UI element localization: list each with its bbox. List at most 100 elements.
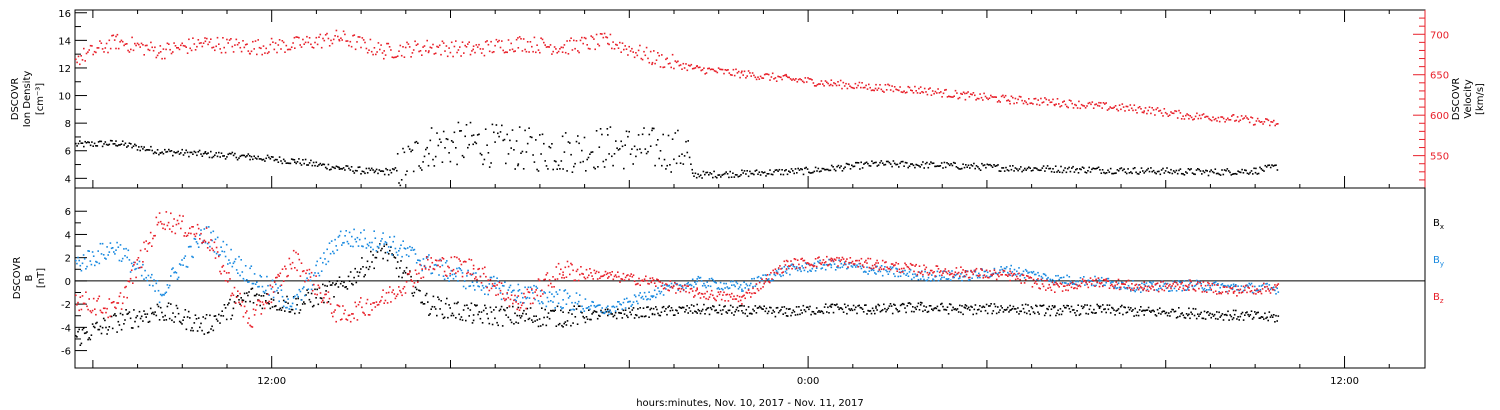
velocity-point xyxy=(916,92,919,94)
by-point xyxy=(595,305,598,307)
bx-point xyxy=(1246,311,1248,313)
bz-point xyxy=(1062,285,1065,287)
density-point xyxy=(190,151,193,154)
by-point xyxy=(884,266,886,268)
by-point xyxy=(694,281,696,283)
velocity-point xyxy=(1198,114,1201,117)
by-point xyxy=(849,262,852,264)
density-point xyxy=(712,176,714,179)
velocity-point xyxy=(922,91,925,94)
bottom-left-tick-label: -6 xyxy=(61,347,71,358)
density-point xyxy=(282,158,285,161)
by-point xyxy=(518,289,521,291)
by-point xyxy=(899,275,902,277)
bz-point xyxy=(463,260,466,263)
density-point xyxy=(398,182,400,184)
bx-point xyxy=(754,305,757,307)
density-point xyxy=(983,164,986,166)
bz-point xyxy=(332,315,334,318)
velocity-point xyxy=(1251,117,1254,119)
by-point xyxy=(1178,280,1180,282)
density-point xyxy=(1244,169,1246,171)
velocity-point xyxy=(1028,98,1030,100)
bz-point xyxy=(675,292,677,294)
bz-point xyxy=(874,263,876,266)
velocity-point xyxy=(908,86,911,89)
velocity-point xyxy=(1224,121,1226,123)
bz-point xyxy=(96,300,98,302)
density-point xyxy=(518,126,521,128)
bx-point xyxy=(1143,309,1145,312)
bx-point xyxy=(1122,313,1124,316)
density-point xyxy=(128,142,131,144)
by-point xyxy=(481,284,484,287)
velocity-point xyxy=(1095,103,1098,105)
bz-point xyxy=(560,268,562,271)
density-point xyxy=(459,130,461,132)
density-point xyxy=(1237,170,1239,172)
velocity-point xyxy=(112,34,115,37)
density-point xyxy=(1186,172,1188,174)
density-point xyxy=(849,168,852,170)
velocity-point xyxy=(1072,107,1075,109)
density-point xyxy=(521,150,524,153)
by-point xyxy=(678,284,681,287)
velocity-point xyxy=(1014,97,1017,100)
velocity-point xyxy=(900,91,903,93)
bz-point xyxy=(442,258,445,260)
bz-point xyxy=(471,273,474,276)
velocity-point xyxy=(115,35,117,38)
bx-point xyxy=(503,308,505,311)
by-point xyxy=(1203,287,1206,290)
bz-point xyxy=(986,276,989,279)
bz-point xyxy=(256,304,258,306)
density-point xyxy=(990,164,993,167)
bz-point xyxy=(836,256,838,259)
bz-point xyxy=(203,239,206,242)
velocity-point xyxy=(1010,95,1013,98)
velocity-point xyxy=(136,42,139,45)
bz-point xyxy=(225,272,228,274)
velocity-point xyxy=(1221,116,1224,118)
velocity-point xyxy=(965,92,968,95)
bx-point xyxy=(1217,318,1219,320)
bx-point xyxy=(785,315,788,317)
by-point xyxy=(86,265,88,268)
by-point xyxy=(1223,284,1226,287)
velocity-point xyxy=(845,82,847,85)
by-point xyxy=(453,273,456,275)
velocity-point xyxy=(238,42,240,44)
bz-point xyxy=(566,260,569,263)
by-point xyxy=(567,297,570,299)
bx-point xyxy=(573,305,575,307)
bz-point xyxy=(411,280,413,282)
density-point xyxy=(569,142,571,144)
bx-point xyxy=(853,308,856,311)
density-point xyxy=(1206,170,1208,172)
bx-point xyxy=(836,303,838,306)
bx-point xyxy=(788,308,790,310)
by-point xyxy=(105,258,107,260)
bx-point xyxy=(1074,312,1076,314)
velocity-point xyxy=(619,41,621,44)
velocity-point xyxy=(842,81,845,84)
by-point xyxy=(858,262,860,265)
bx-point xyxy=(1102,304,1104,306)
velocity-point xyxy=(282,41,285,44)
bx-point xyxy=(763,305,765,307)
bz-point xyxy=(963,275,966,278)
velocity-point xyxy=(316,43,319,46)
by-point xyxy=(199,234,201,236)
by-point xyxy=(569,295,571,297)
density-point xyxy=(358,166,361,168)
by-point xyxy=(1145,282,1148,284)
by-point xyxy=(157,289,160,292)
by-point xyxy=(305,279,307,282)
bz-point xyxy=(422,276,425,279)
by-point xyxy=(867,273,869,275)
velocity-point xyxy=(757,76,759,78)
velocity-point xyxy=(808,78,811,80)
bx-point xyxy=(191,327,193,329)
velocity-point xyxy=(1109,106,1111,108)
bz-point xyxy=(1016,275,1018,278)
